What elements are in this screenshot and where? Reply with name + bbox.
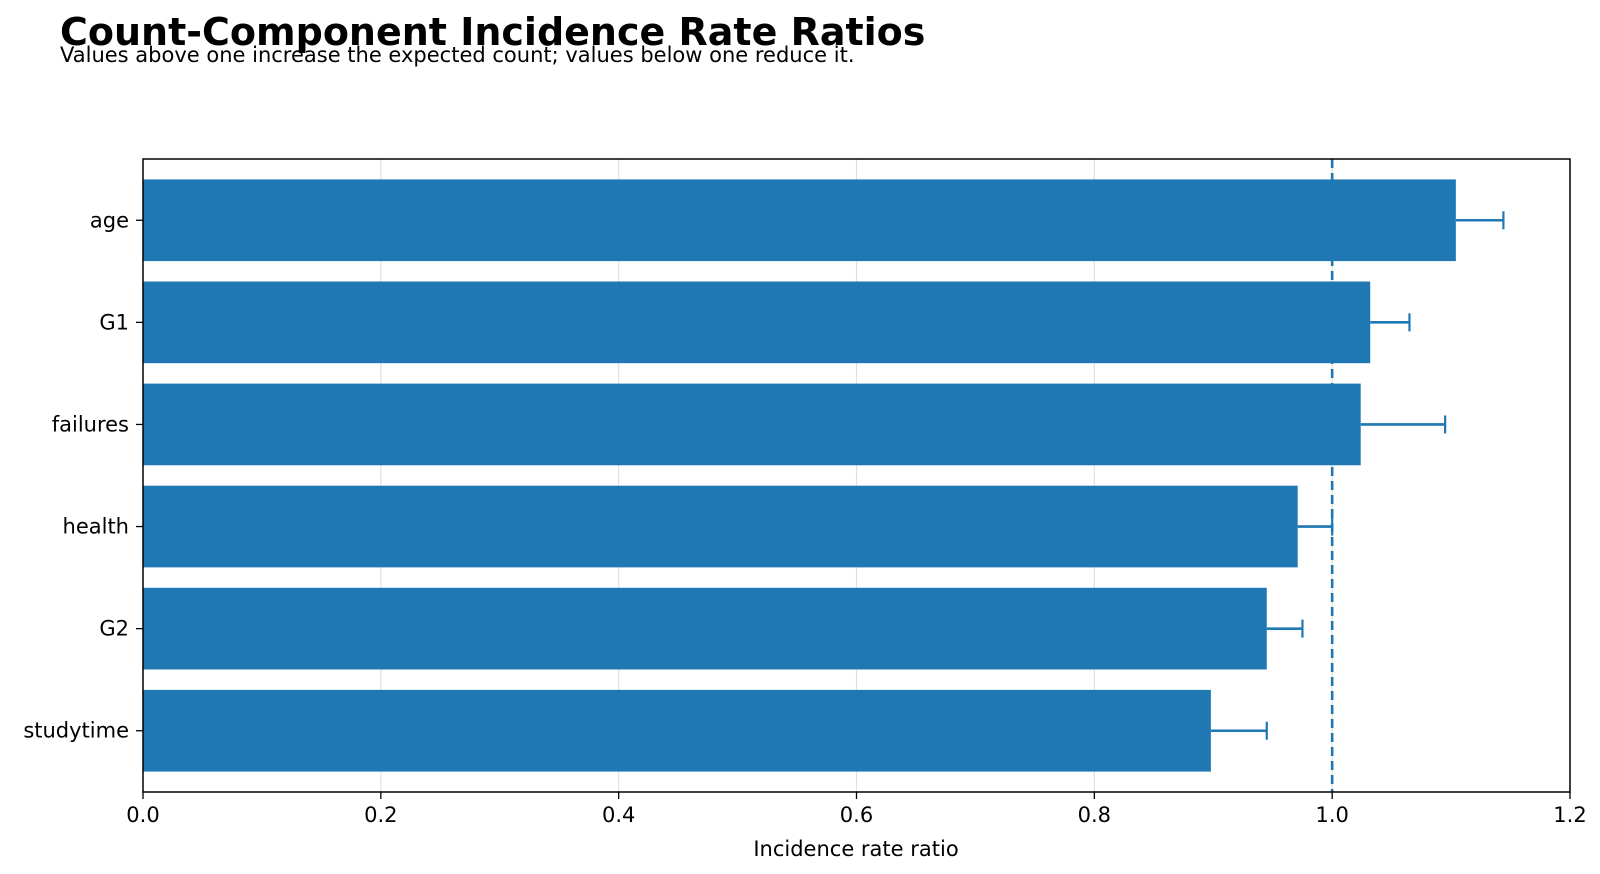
bars [143, 179, 1456, 772]
y-tick-label: failures [52, 412, 129, 436]
bar-age [143, 179, 1456, 262]
x-tick-label: 0.8 [1078, 803, 1111, 827]
chart-subtitle: Values above one increase the expected c… [60, 43, 855, 67]
y-tick-label: studytime [23, 719, 129, 743]
error-bars [1210, 211, 1505, 740]
x-tick-label: 0.4 [602, 803, 635, 827]
y-axis-ticks: age G1 failures health G2 studytime [23, 208, 143, 743]
x-tick-label: 0.0 [126, 803, 159, 827]
bar-studytime [143, 689, 1211, 772]
y-tick-label: health [63, 515, 129, 539]
bar-health [143, 485, 1298, 568]
y-tick-label: G1 [99, 310, 129, 334]
y-tick-label: age [90, 208, 129, 232]
bar-G2 [143, 587, 1267, 670]
x-axis-label: Incidence rate ratio [753, 837, 958, 861]
bar-G1 [143, 281, 1371, 364]
y-tick-label: G2 [99, 617, 129, 641]
x-tick-label: 1.2 [1553, 803, 1586, 827]
x-tick-label: 0.2 [364, 803, 397, 827]
bar-failures [143, 383, 1361, 466]
x-tick-label: 1.0 [1315, 803, 1348, 827]
x-tick-label: 0.6 [840, 803, 873, 827]
chart-title: Count-Component Incidence Rate Ratios [60, 10, 926, 54]
x-axis-ticks: 0.0 0.2 0.4 0.6 0.8 1.0 1.2 [126, 792, 1587, 827]
